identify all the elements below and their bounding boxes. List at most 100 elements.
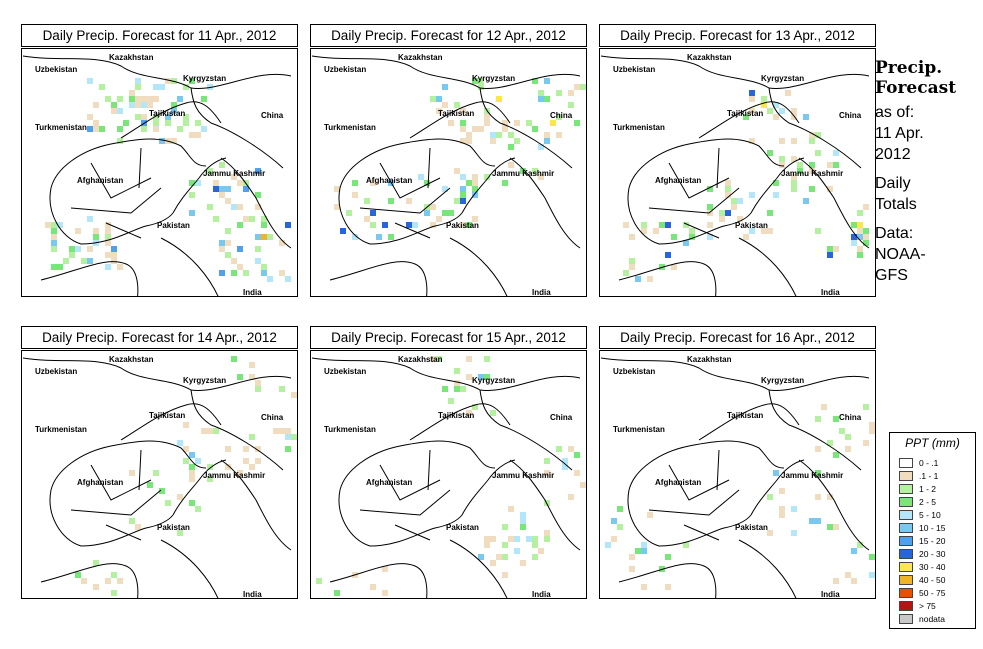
precip-cell [255, 246, 261, 252]
precip-cell [827, 186, 833, 192]
precip-cell [225, 228, 231, 234]
precip-cell [472, 174, 478, 180]
precip-cell [773, 114, 779, 120]
precip-cell [791, 156, 797, 162]
country-border [461, 459, 516, 516]
country-border [394, 524, 431, 541]
precip-cell [472, 404, 478, 410]
precip-cell [568, 102, 574, 108]
data-label: Data: [875, 225, 914, 242]
precip-cell [213, 180, 219, 186]
precip-cell [580, 482, 586, 488]
precip-cell [520, 168, 526, 174]
precip-cell [791, 108, 797, 114]
precip-cell [129, 518, 135, 524]
legend-item: 50 - 75 [899, 587, 973, 599]
legend-label: nodata [919, 614, 945, 624]
precip-cell [635, 548, 641, 554]
precip-cell [629, 554, 635, 560]
precip-cell [484, 374, 490, 380]
precip-cell [544, 536, 550, 542]
precip-cell [568, 494, 574, 500]
precip-cell [821, 404, 827, 410]
precip-cell [629, 258, 635, 264]
precip-cell [213, 186, 219, 192]
precip-cell [653, 228, 659, 234]
precip-cell [159, 488, 165, 494]
precip-cell [749, 228, 755, 234]
precip-cell [105, 96, 111, 102]
precip-cell [731, 204, 737, 210]
precip-cell [767, 210, 773, 216]
precip-cell [815, 470, 821, 476]
precip-cell [171, 78, 177, 84]
country-border [798, 459, 870, 551]
map-label-kazakhstan: Kazakhstan [109, 53, 154, 62]
precip-cell [75, 572, 81, 578]
precip-cell [496, 554, 502, 560]
country-border [618, 563, 717, 599]
precip-cell [99, 84, 105, 90]
precip-cell [81, 258, 87, 264]
precip-cell [460, 386, 466, 392]
precip-cell [454, 386, 460, 392]
country-border [618, 261, 717, 297]
precip-cell [261, 264, 267, 270]
precip-map-svg: Kazakhstan Uzbekistan Kyrgyzstan Tajikistan… [599, 350, 876, 599]
precip-cell [520, 560, 526, 566]
precip-cell [725, 192, 731, 198]
precip-cell [574, 452, 580, 458]
precip-cell [538, 548, 544, 554]
precip-cell [779, 138, 785, 144]
precip-cell [255, 168, 261, 174]
precip-cell [538, 90, 544, 96]
precip-cell [291, 434, 297, 440]
totals-label: Totals [875, 196, 917, 213]
precip-cell [69, 246, 75, 252]
precip-cell [460, 174, 466, 180]
precip-cell [189, 500, 195, 506]
as-of-date-line1: 11 Apr. [875, 125, 924, 142]
precip-cell [225, 186, 231, 192]
precip-cell [665, 222, 671, 228]
precip-cell [851, 578, 857, 584]
precip-cell [466, 138, 472, 144]
precip-cell [219, 192, 225, 198]
precip-cell [737, 198, 743, 204]
country-border [627, 187, 752, 245]
precip-cell [436, 356, 442, 362]
precip-cell [255, 446, 261, 452]
precip-cell [105, 252, 111, 258]
precip-cell [135, 78, 141, 84]
precip-cell [761, 228, 767, 234]
precip-cell [827, 162, 833, 168]
precip-cell [478, 78, 484, 84]
precip-cell [243, 446, 249, 452]
precip-cell [869, 572, 875, 578]
precip-cell [472, 216, 478, 222]
precip-cell [249, 464, 255, 470]
country-border [40, 563, 139, 599]
country-border [49, 187, 174, 245]
precip-map: Kazakhstan Uzbekistan Kyrgyzstan Tajikistan… [310, 48, 587, 297]
legend-label: 5 - 10 [919, 510, 941, 520]
precip-cell [111, 590, 117, 596]
precip-cell [568, 446, 574, 452]
precip-cell [105, 222, 111, 228]
map-label-india: India [821, 590, 840, 599]
legend-swatch [899, 471, 913, 481]
precip-cell [165, 78, 171, 84]
precip-cell [201, 126, 207, 132]
precip-cell [478, 84, 484, 90]
precip-cell [532, 554, 538, 560]
precip-cell [629, 264, 635, 270]
map-label-pakistan: Pakistan [446, 221, 479, 230]
precip-cell [57, 264, 63, 270]
precip-cell [647, 276, 653, 282]
country-border [105, 524, 142, 541]
map-label-afghanistan: Afghanistan [655, 176, 701, 185]
precip-map: Kazakhstan Uzbekistan Kyrgyzstan Tajikistan… [310, 350, 587, 599]
precip-cell [508, 132, 514, 138]
precip-cell [671, 234, 677, 240]
precip-cell [165, 114, 171, 120]
